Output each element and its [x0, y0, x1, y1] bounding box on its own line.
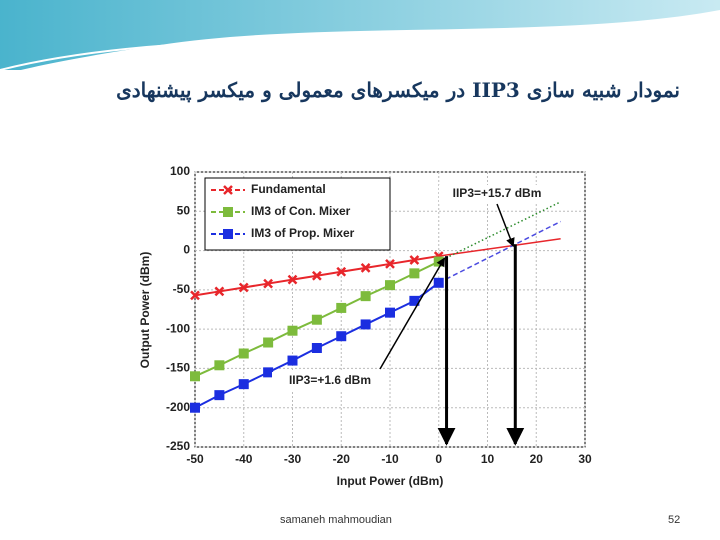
- point: [311, 270, 322, 281]
- legend-marker: [223, 185, 233, 195]
- point: [287, 355, 298, 366]
- point: [409, 295, 420, 306]
- extrapolation-line: [438, 220, 561, 284]
- y-tick-label: -250: [166, 439, 190, 453]
- y-tick-label: 100: [170, 164, 190, 178]
- point: [385, 280, 395, 291]
- annotation: IIP3=+1.6 dBm: [289, 373, 371, 387]
- x-axis-label: Input Power (dBm): [337, 474, 444, 488]
- extrapolation-line: [438, 238, 561, 257]
- point: [409, 268, 420, 279]
- point: [214, 390, 225, 401]
- y-axis-label: Output Power (dBm): [138, 252, 152, 369]
- x-tick-label: -20: [333, 452, 351, 466]
- extrapolation-line: [438, 201, 561, 263]
- point: [433, 277, 444, 288]
- y-tick-label: 0: [183, 243, 190, 257]
- point: [238, 282, 249, 293]
- x-tick-label: 0: [435, 452, 442, 466]
- x-tick-label: -40: [235, 452, 253, 466]
- point: [336, 302, 347, 313]
- point: [190, 371, 200, 382]
- y-tick-label: -100: [166, 321, 190, 335]
- point: [385, 259, 395, 269]
- point: [287, 274, 298, 285]
- annotation-bg: [272, 372, 388, 390]
- x-tick-label: -50: [186, 452, 204, 466]
- legend-label: IM3 of Con. Mixer: [251, 204, 351, 218]
- legend-marker: [223, 229, 233, 239]
- point: [311, 343, 322, 353]
- x-tick-label: -30: [284, 452, 302, 466]
- y-tick-label: 50: [177, 203, 191, 217]
- annotation-bg: [439, 185, 555, 203]
- legend-label: IM3 of Prop. Mixer: [251, 226, 355, 240]
- y-tick-label: -50: [173, 282, 191, 296]
- point: [287, 325, 298, 336]
- point: [263, 278, 274, 289]
- point: [360, 319, 371, 330]
- annotation: IIP3=+15.7 dBm: [453, 186, 542, 200]
- header-wave: [0, 0, 720, 70]
- point: [214, 360, 225, 371]
- legend-marker: [223, 207, 233, 217]
- point: [263, 367, 274, 378]
- slide-title: نمودار شبیه سازی IIP3 در میکسرهای معمولی…: [116, 78, 680, 102]
- point: [409, 255, 420, 265]
- page-number: 52: [668, 514, 681, 526]
- point: [336, 331, 347, 342]
- y-tick-label: -150: [166, 361, 190, 375]
- annotation-pointer: [496, 203, 515, 248]
- point: [336, 266, 347, 277]
- point: [360, 262, 371, 273]
- x-tick-label: -10: [381, 452, 399, 466]
- point: [263, 337, 274, 348]
- x-tick-label: 30: [578, 452, 592, 466]
- footer: samaneh mahmoudian: [280, 514, 392, 526]
- point: [214, 286, 225, 297]
- y-tick-label: -200: [166, 400, 190, 414]
- legend-label: Fundamental: [251, 182, 326, 196]
- point: [238, 348, 249, 359]
- point: [385, 307, 395, 318]
- point: [311, 314, 322, 325]
- x-tick-label: 20: [530, 452, 544, 466]
- x-tick-label: 10: [481, 452, 495, 466]
- point: [360, 291, 371, 302]
- annotation-pointer: [379, 257, 446, 370]
- point: [190, 402, 200, 413]
- point: [238, 379, 249, 390]
- point: [190, 290, 200, 301]
